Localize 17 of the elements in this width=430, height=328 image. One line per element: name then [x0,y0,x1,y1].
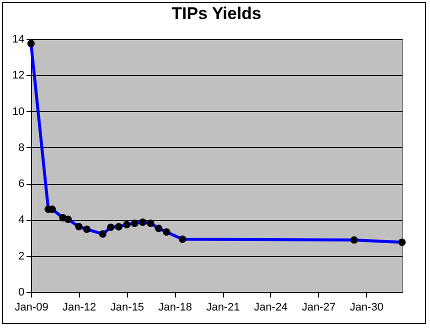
y-tick-label: 0 [18,286,24,298]
x-tick-label: Jan-18 [158,302,192,314]
y-tick-label: 8 [18,142,24,154]
y-tick-label: 10 [12,106,24,118]
x-tick-label: Jan-21 [206,302,240,314]
x-tick-label: Jan-24 [254,302,288,314]
y-tick-label: 6 [18,178,24,190]
x-tick-label: Jan-15 [110,302,144,314]
y-tick-label: 12 [12,70,24,82]
x-tick-label: Jan-30 [350,302,384,314]
y-tick-label: 4 [18,214,24,226]
x-tick-label: Jan-12 [62,302,96,314]
chart-title: TIPs Yields [172,4,262,23]
y-tick-label: 14 [12,34,24,46]
x-tick-label: Jan-27 [302,302,336,314]
x-tick-label: Jan-09 [14,302,48,314]
y-tick-label: 2 [18,250,24,262]
